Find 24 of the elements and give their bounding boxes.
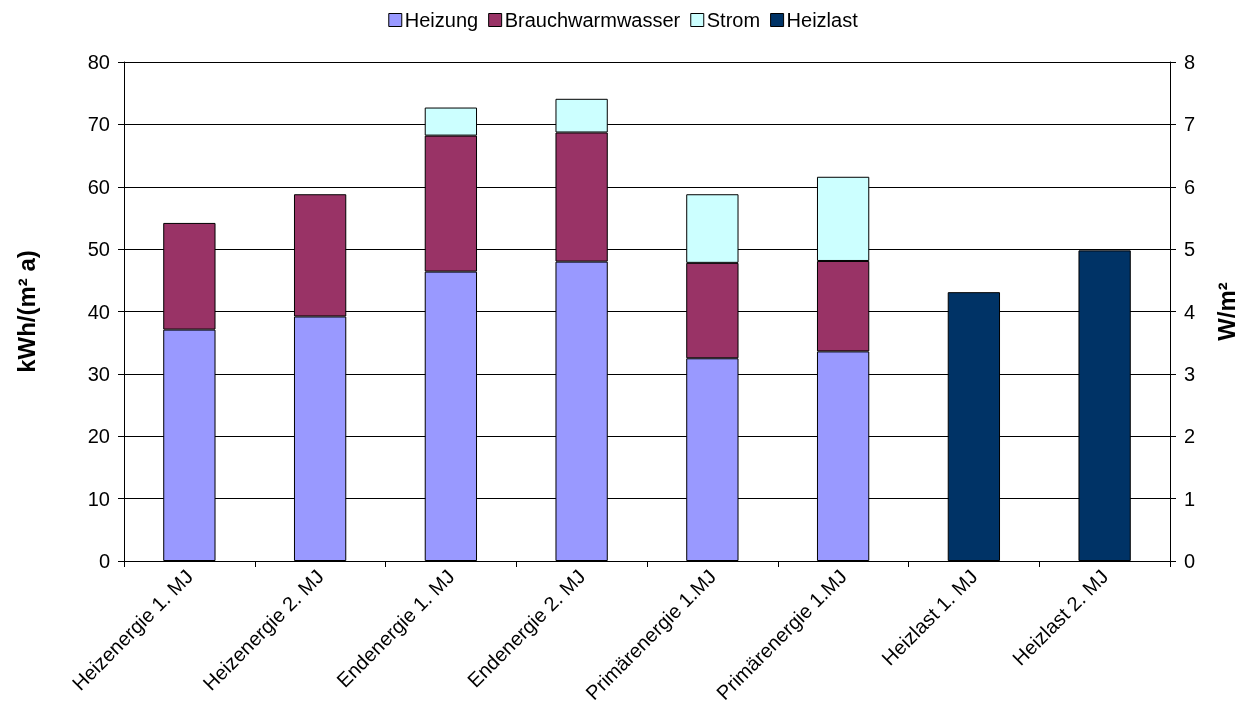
y-tick-label: 70 [87,113,110,136]
y2-tick-label: 6 [1184,175,1196,198]
legend-label: Brauchwarmwasser [504,9,681,31]
y-tick-label: 60 [87,175,110,198]
y-tick-label: 0 [98,550,110,572]
y2-tick-label: 3 [1184,362,1196,385]
y-tick-label: 80 [87,51,110,73]
y-axis-title: kWh/(m² a) [12,250,40,373]
y-tick-label: 40 [87,300,110,323]
y2-tick-label: 0 [1184,550,1196,572]
y-tick-label: 20 [87,425,110,448]
legend-label: Strom [706,9,761,31]
y-tick-label: 30 [87,362,110,385]
y2-tick-label: 7 [1184,113,1196,136]
y2-axis-title: W/m² [1212,282,1240,341]
legend-label: Heizlast [786,9,859,31]
y2-tick-label: 4 [1184,300,1196,323]
y2-tick-label: 1 [1184,487,1196,510]
legend-label: Heizung [404,9,479,31]
y2-tick-label: 8 [1184,51,1196,73]
y-tick-label: 10 [87,487,110,510]
y-tick-label: 50 [87,238,110,261]
y2-tick-label: 2 [1184,425,1196,448]
y2-tick-label: 5 [1184,238,1196,261]
